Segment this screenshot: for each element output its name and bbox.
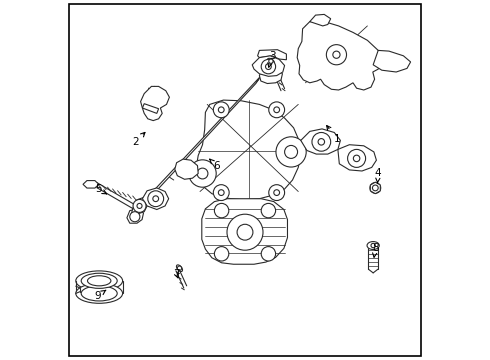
- Polygon shape: [258, 50, 286, 60]
- Polygon shape: [196, 100, 301, 200]
- Polygon shape: [141, 86, 170, 121]
- Circle shape: [276, 137, 306, 167]
- Polygon shape: [310, 14, 331, 26]
- Circle shape: [213, 102, 229, 118]
- Polygon shape: [297, 22, 382, 90]
- Polygon shape: [148, 76, 261, 200]
- Polygon shape: [83, 181, 99, 188]
- Polygon shape: [373, 50, 411, 72]
- Circle shape: [197, 168, 208, 179]
- Circle shape: [215, 247, 229, 261]
- Polygon shape: [259, 67, 282, 84]
- Circle shape: [213, 185, 229, 201]
- Circle shape: [237, 224, 253, 240]
- Circle shape: [261, 59, 275, 74]
- Circle shape: [215, 203, 229, 218]
- Polygon shape: [338, 145, 376, 171]
- Polygon shape: [370, 182, 380, 194]
- Text: 8: 8: [372, 243, 379, 257]
- Ellipse shape: [367, 242, 379, 249]
- Text: 1: 1: [327, 126, 340, 144]
- Circle shape: [269, 102, 285, 118]
- Ellipse shape: [88, 276, 111, 286]
- Circle shape: [274, 190, 280, 195]
- Circle shape: [333, 51, 340, 58]
- Circle shape: [274, 107, 280, 113]
- Polygon shape: [127, 209, 144, 223]
- Circle shape: [261, 247, 275, 261]
- Circle shape: [130, 212, 140, 222]
- Circle shape: [219, 190, 224, 195]
- Polygon shape: [252, 56, 285, 76]
- Circle shape: [266, 64, 271, 69]
- Circle shape: [269, 59, 273, 63]
- Text: 6: 6: [210, 159, 220, 171]
- Text: 3: 3: [268, 51, 275, 67]
- Circle shape: [261, 203, 275, 218]
- Ellipse shape: [268, 58, 274, 64]
- Ellipse shape: [176, 265, 182, 271]
- Circle shape: [148, 191, 164, 207]
- Circle shape: [347, 149, 366, 167]
- Circle shape: [219, 107, 224, 113]
- Text: 5: 5: [95, 184, 107, 194]
- Circle shape: [189, 160, 216, 187]
- Circle shape: [153, 196, 159, 202]
- Ellipse shape: [81, 286, 117, 301]
- Polygon shape: [132, 196, 147, 214]
- Polygon shape: [301, 129, 341, 154]
- Circle shape: [133, 199, 146, 212]
- Text: 9: 9: [94, 290, 106, 301]
- Polygon shape: [175, 159, 198, 179]
- Circle shape: [372, 185, 378, 191]
- Circle shape: [177, 266, 182, 270]
- Polygon shape: [143, 188, 169, 210]
- Ellipse shape: [76, 271, 122, 291]
- Circle shape: [318, 139, 324, 145]
- Circle shape: [326, 45, 346, 65]
- Text: 4: 4: [375, 168, 382, 183]
- Polygon shape: [143, 104, 159, 113]
- Polygon shape: [202, 199, 288, 264]
- Ellipse shape: [81, 273, 117, 288]
- Ellipse shape: [76, 284, 122, 303]
- Circle shape: [285, 145, 297, 158]
- Circle shape: [269, 185, 285, 201]
- Text: 7: 7: [173, 269, 180, 279]
- Text: 2: 2: [132, 132, 145, 147]
- Circle shape: [227, 214, 263, 250]
- Circle shape: [353, 155, 360, 162]
- Ellipse shape: [370, 183, 381, 193]
- Circle shape: [137, 203, 142, 208]
- Circle shape: [371, 243, 375, 248]
- Circle shape: [312, 132, 331, 151]
